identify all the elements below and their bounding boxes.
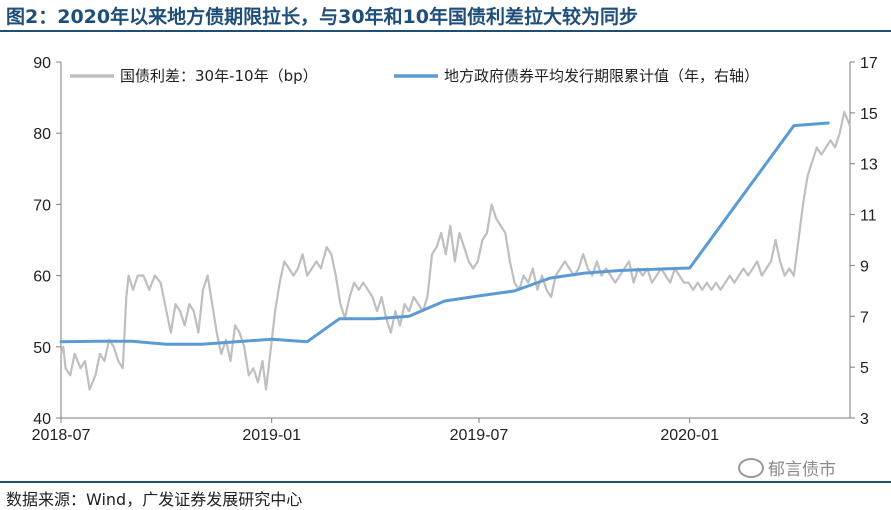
left-tick-label: 70	[33, 197, 51, 214]
source-divider	[0, 481, 891, 483]
x-tick-label: 2020-01	[660, 427, 719, 444]
left-tick-label: 80	[33, 126, 51, 143]
left-tick-label: 90	[33, 55, 51, 72]
right-tick-label: 3	[860, 411, 869, 428]
legend: 国债利差：30年-10年（bp） 地方政府债券平均发行期限累计值（年，右轴）	[70, 67, 759, 85]
series-layer	[59, 110, 852, 391]
right-tick-label: 15	[860, 106, 878, 123]
series-line-maturity	[59, 121, 830, 346]
right-tick-label: 17	[860, 55, 878, 72]
right-tick-label: 9	[860, 258, 869, 275]
left-tick-label: 50	[33, 340, 51, 357]
right-tick-label: 5	[860, 360, 869, 377]
watermark: 郁言债市	[738, 455, 836, 480]
series-line-spread	[59, 110, 852, 391]
right-tick-label: 7	[860, 309, 869, 326]
x-tick-label: 2019-07	[450, 427, 509, 444]
axes-group: 40 50 60 70 80 90 3 5 7 9 11 13 15 17 2018-07 2019-01 20…	[32, 55, 878, 444]
legend-maturity-label: 地方政府债券平均发行期限累计值（年，右轴）	[444, 67, 759, 85]
watermark-text: 郁言债市	[768, 460, 836, 480]
x-tick-label: 2019-01	[242, 427, 301, 444]
legend-spread-label: 国债利差：30年-10年（bp）	[120, 67, 318, 85]
line-chart: 40 50 60 70 80 90 3 5 7 9 11 13 15 17 2018-07 2019-01 20…	[32, 55, 878, 444]
chart-title: 图2：2020年以来地方债期限拉长，与30年和10年国债利差拉大较为同步	[6, 6, 638, 28]
left-tick-label: 40	[33, 411, 51, 428]
source-note: 数据来源：Wind，广发证券发展研究中心	[6, 490, 303, 509]
right-tick-label: 13	[860, 157, 878, 174]
left-tick-label: 60	[33, 269, 51, 286]
title-divider	[0, 30, 891, 32]
wechat-icon	[738, 458, 764, 478]
right-tick-label: 11	[860, 208, 877, 225]
x-tick-label: 2018-07	[32, 427, 91, 444]
